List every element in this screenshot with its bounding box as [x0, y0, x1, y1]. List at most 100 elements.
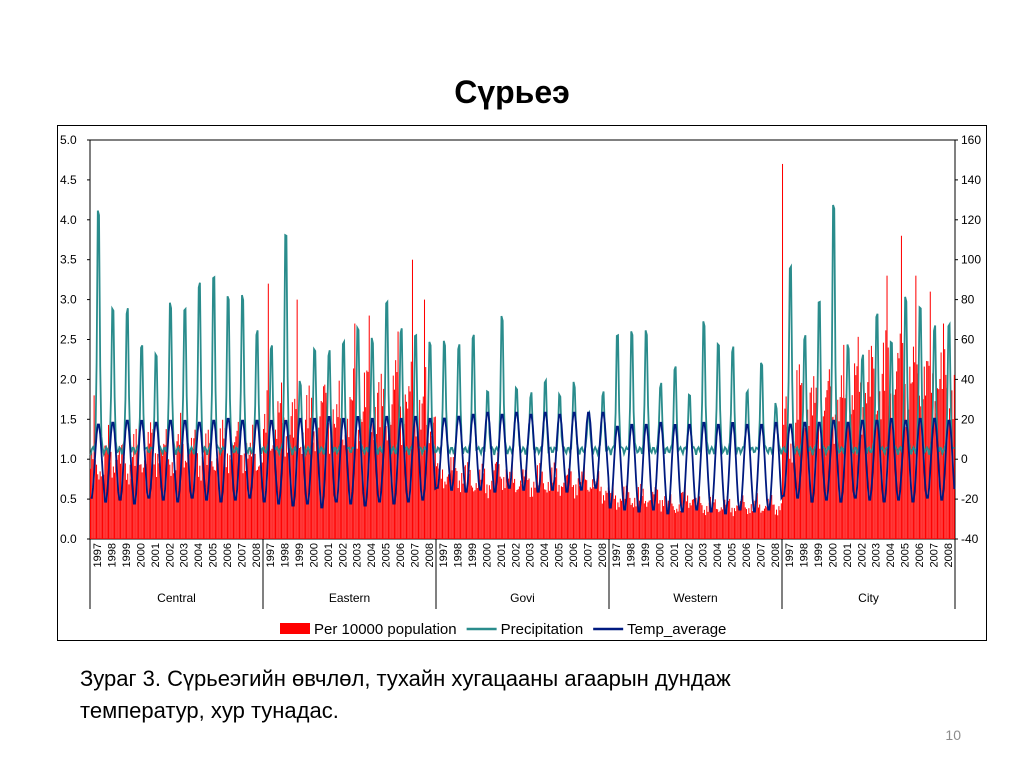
bar-per10000: [714, 499, 716, 539]
year-tick-label: 2008: [251, 543, 263, 567]
bar-per10000: [187, 454, 189, 539]
bar-per10000: [651, 494, 653, 539]
bar-per10000: [818, 422, 820, 539]
bar-per10000: [631, 503, 633, 539]
bar-per10000: [629, 497, 631, 539]
bar-per10000: [551, 467, 553, 539]
year-tick-label: 2008: [424, 543, 436, 567]
bar-per10000: [705, 515, 707, 539]
bar-per10000: [933, 422, 935, 539]
bar-per10000: [821, 429, 823, 539]
bar-per10000: [427, 408, 429, 539]
bar-per10000: [935, 413, 937, 539]
bar-per10000: [845, 394, 847, 539]
bar-per10000: [950, 429, 952, 539]
bar-per10000: [791, 462, 793, 539]
bar-per10000: [547, 481, 549, 539]
bar-per10000: [831, 417, 833, 539]
bar-per10000: [508, 478, 510, 539]
bar-per10000: [535, 477, 537, 539]
bar-per10000: [462, 483, 464, 539]
bar-per10000: [605, 490, 607, 539]
bar-per10000: [277, 401, 279, 539]
bar-per10000: [105, 445, 107, 539]
bar-per10000: [920, 406, 922, 539]
bar-per10000: [654, 487, 656, 539]
bar-per10000: [563, 482, 565, 539]
bar-per10000: [156, 476, 158, 539]
bar-per10000: [936, 388, 938, 539]
bar-per10000: [564, 478, 566, 539]
bar-per10000: [684, 481, 686, 539]
bar-per10000: [891, 418, 893, 539]
bar-per10000: [611, 491, 613, 539]
bar-per10000: [335, 427, 337, 539]
year-tick-label: 2003: [871, 543, 883, 567]
bar-per10000: [766, 507, 768, 539]
bar-per10000: [635, 506, 637, 539]
bar-per10000: [170, 475, 172, 539]
bar-per10000: [452, 457, 454, 539]
bar-per10000: [663, 506, 665, 539]
bar-per10000: [613, 498, 615, 539]
group-label: Western: [673, 591, 717, 605]
bar-per10000: [323, 386, 325, 539]
bar-per10000: [548, 490, 550, 539]
bar-per10000: [272, 445, 274, 539]
year-tick-label: 1998: [280, 543, 292, 567]
year-tick-label: 2008: [943, 543, 955, 567]
bar-per10000: [313, 431, 315, 539]
bar-per10000: [592, 479, 594, 539]
bar-per10000: [260, 454, 262, 539]
bar-per10000: [212, 466, 214, 539]
bar-per10000: [443, 488, 445, 539]
right-tick-label: -40: [961, 532, 979, 546]
bar-per10000: [517, 489, 519, 539]
bar-per10000: [625, 485, 627, 539]
bar-per10000: [240, 454, 242, 539]
bar-per10000: [498, 464, 500, 539]
bar-per10000: [735, 511, 737, 539]
bar-per10000: [637, 487, 639, 539]
bar-per10000: [224, 428, 226, 539]
bar-per10000: [510, 481, 512, 539]
right-tick-label: 60: [961, 333, 975, 347]
bar-per10000: [832, 416, 834, 539]
bar-per10000: [706, 505, 708, 539]
bar-per10000: [449, 473, 451, 539]
bar-per10000: [200, 480, 202, 539]
bar-per10000: [140, 464, 142, 539]
year-tick-label: 2003: [179, 543, 191, 567]
caption-line-1: Зураг 3. Сүрьеэгийн өвчлөл, тухайн хугац…: [80, 666, 731, 691]
bar-per10000: [810, 387, 812, 539]
bar-per10000: [446, 476, 448, 539]
bar-per10000: [552, 482, 554, 539]
bar-per10000: [595, 483, 597, 539]
bar-per10000: [540, 470, 542, 539]
bar-per10000: [775, 509, 778, 539]
bar-per10000: [581, 471, 583, 539]
bar-per10000: [621, 500, 623, 539]
bar-per10000: [409, 391, 411, 539]
bar-per10000: [578, 486, 580, 539]
bar-per10000: [342, 439, 344, 539]
bar-per10000: [271, 448, 273, 539]
bar-per10000: [486, 484, 488, 539]
bar-per10000: [487, 498, 489, 539]
bar-per10000: [864, 392, 866, 539]
bar-per10000: [120, 463, 122, 539]
bar-per10000: [96, 464, 98, 539]
left-tick-label: 3.5: [60, 253, 77, 267]
bar-per10000: [583, 459, 585, 539]
bar-per10000: [790, 443, 792, 539]
right-tick-label: 140: [961, 173, 981, 187]
year-tick-label: 2008: [597, 543, 609, 567]
bar-per10000: [206, 464, 208, 539]
bar-per10000: [475, 483, 477, 539]
bar-per10000: [293, 437, 295, 539]
bar-per10000: [279, 403, 281, 539]
bar-per10000: [600, 486, 602, 539]
bar-per10000: [172, 473, 174, 539]
bar-per10000: [184, 460, 186, 539]
right-tick-label: 120: [961, 213, 981, 227]
